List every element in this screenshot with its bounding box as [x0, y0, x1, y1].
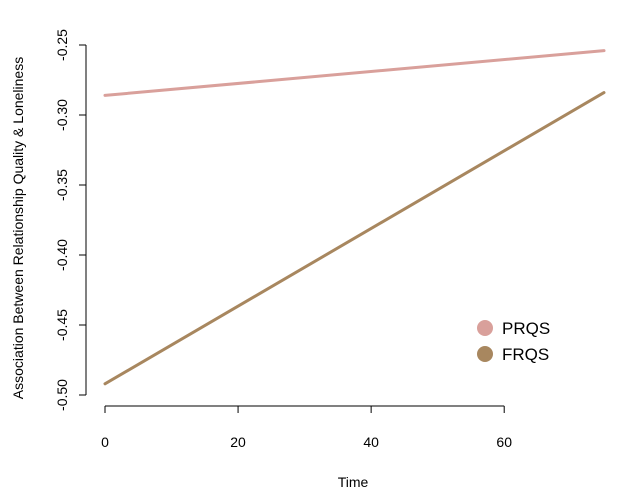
series-line-prqs [103, 49, 606, 97]
y-axis-title: Association Between Relationship Quality… [10, 57, 26, 399]
y-tick-label: -0.50 [54, 379, 70, 411]
legend-label-prqs: PRQS [502, 319, 550, 338]
x-tick-label: 20 [230, 434, 246, 450]
x-axis-ticks: 0 20 40 60 [101, 406, 512, 450]
y-tick-label: -0.30 [54, 99, 70, 131]
y-tick-label: -0.25 [54, 29, 70, 61]
y-tick-label: -0.40 [54, 239, 70, 271]
y-tick-label: -0.35 [54, 169, 70, 201]
y-tick-label: -0.45 [54, 309, 70, 341]
series-line-frqs [103, 91, 606, 386]
legend-marker-frqs [477, 346, 493, 362]
x-tick-label: 0 [101, 434, 109, 450]
x-tick-label: 60 [496, 434, 512, 450]
x-tick-label: 40 [363, 434, 379, 450]
y-axis-ticks: -0.50 -0.45 -0.40 -0.35 -0.30 -0.25 [54, 29, 86, 411]
legend-label-frqs: FRQS [502, 345, 549, 364]
x-axis-title: Time [338, 474, 369, 490]
legend-marker-prqs [477, 320, 493, 336]
legend: PRQS FRQS [477, 319, 550, 364]
plot-area [103, 49, 606, 386]
